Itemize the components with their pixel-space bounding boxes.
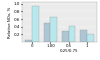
Bar <box>25 40 32 42</box>
Bar <box>32 6 39 42</box>
Bar <box>80 30 87 42</box>
Y-axis label: Relative NOx, %: Relative NOx, % <box>8 6 12 38</box>
Bar <box>69 26 76 42</box>
Bar <box>87 34 94 42</box>
Bar <box>50 17 57 42</box>
Bar <box>44 23 50 42</box>
Bar <box>62 31 69 42</box>
